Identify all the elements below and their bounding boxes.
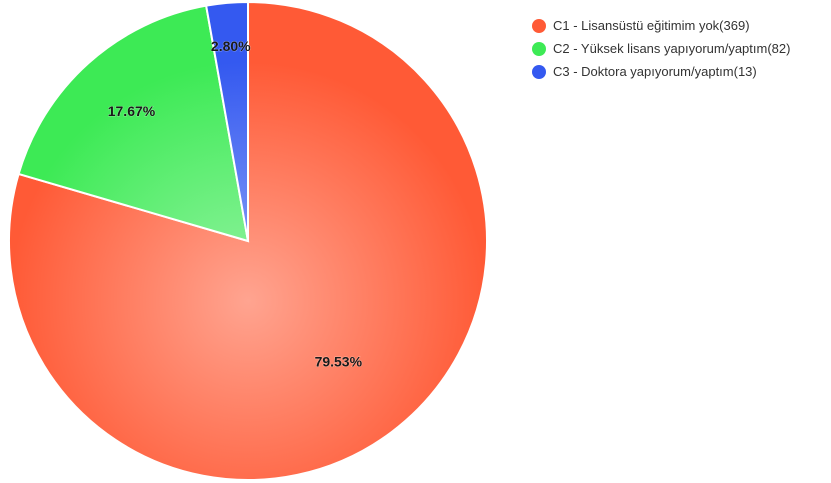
legend-label-c3: C3 - Doktora yapıyorum/yaptım(13)	[553, 64, 757, 79]
legend-item-c2[interactable]: C2 - Yüksek lisans yapıyorum/yaptım(82)	[532, 37, 790, 60]
pie-slices	[8, 0, 488, 481]
legend-swatch-c3	[532, 64, 546, 79]
pie-slice-c2[interactable]	[17, 4, 250, 243]
legend-item-c3[interactable]: C3 - Doktora yapıyorum/yaptım(13)	[532, 60, 790, 83]
legend-swatch-c1	[532, 18, 546, 33]
legend-swatch-c2	[532, 41, 546, 56]
legend-label-c2: C2 - Yüksek lisans yapıyorum/yaptım(82)	[553, 41, 791, 56]
pie-label-c1: 79.53%	[315, 353, 363, 369]
pie-slice-labels: 79.53% 17.67% 2.80%	[107, 37, 363, 370]
pie-slice-c3[interactable]	[204, 0, 249, 242]
chart-legend: C1 - Lisansüstü eğitimim yok(369) C2 - Y…	[532, 14, 790, 83]
pie-label-c3: 2.80%	[211, 38, 251, 54]
legend-item-c1[interactable]: C1 - Lisansüstü eğitimim yok(369)	[532, 14, 790, 37]
pie-label-c2: 17.67%	[108, 103, 156, 119]
legend-label-c1: C1 - Lisansüstü eğitimim yok(369)	[553, 18, 750, 33]
